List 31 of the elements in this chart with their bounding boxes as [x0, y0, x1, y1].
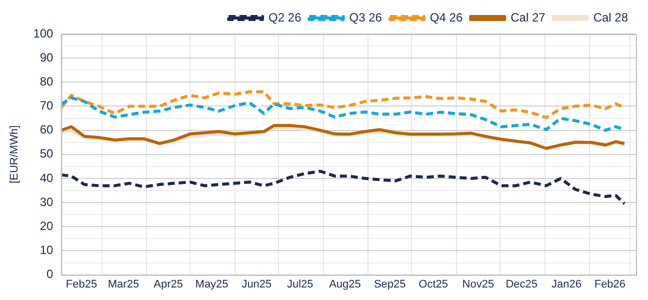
legend-label: Q4 26: [430, 10, 463, 24]
x-tick-label: Feb26: [594, 278, 626, 290]
x-tick-label: Jun25: [242, 278, 272, 290]
y-tick-label: 100: [33, 26, 54, 40]
y-tick-label: 80: [40, 74, 54, 88]
y-tick-label: 0: [46, 267, 54, 282]
y-tick-label: 50: [40, 146, 54, 161]
line-series: [61, 170, 626, 206]
x-tick-label: Apr25: [154, 278, 184, 290]
x-tick-label: Aug25: [329, 278, 361, 290]
x-tick-label: Mar25: [108, 278, 140, 290]
x-tick-label: Dec25: [506, 278, 538, 290]
legend-label: Q3 26: [349, 10, 382, 24]
x-tick-label: Jul25: [286, 278, 314, 290]
y-tick-label: 40: [40, 170, 54, 185]
y-axis-title: [EUR/MWh]: [8, 125, 21, 184]
x-tick-label: Nov25: [462, 278, 494, 290]
y-tick-label: 60: [40, 122, 54, 137]
legend-label: Cal 27: [510, 10, 546, 24]
y-tick-label: 30: [40, 194, 54, 209]
x-tick-label: May25: [195, 278, 228, 290]
x-tick-label: Oct25: [418, 278, 448, 290]
y-tick-label: 70: [40, 98, 54, 113]
y-tick-label: 20: [40, 218, 54, 233]
y-tick-label: 90: [40, 50, 54, 64]
x-tick-label: Jan26: [552, 278, 582, 290]
x-tick-label: Feb25: [66, 278, 98, 290]
legend-label: Q2 26: [268, 10, 302, 24]
legend-label: Cal 28: [593, 10, 628, 24]
x-tick-label: Sep25: [374, 278, 406, 290]
y-tick-label: 10: [40, 243, 54, 258]
